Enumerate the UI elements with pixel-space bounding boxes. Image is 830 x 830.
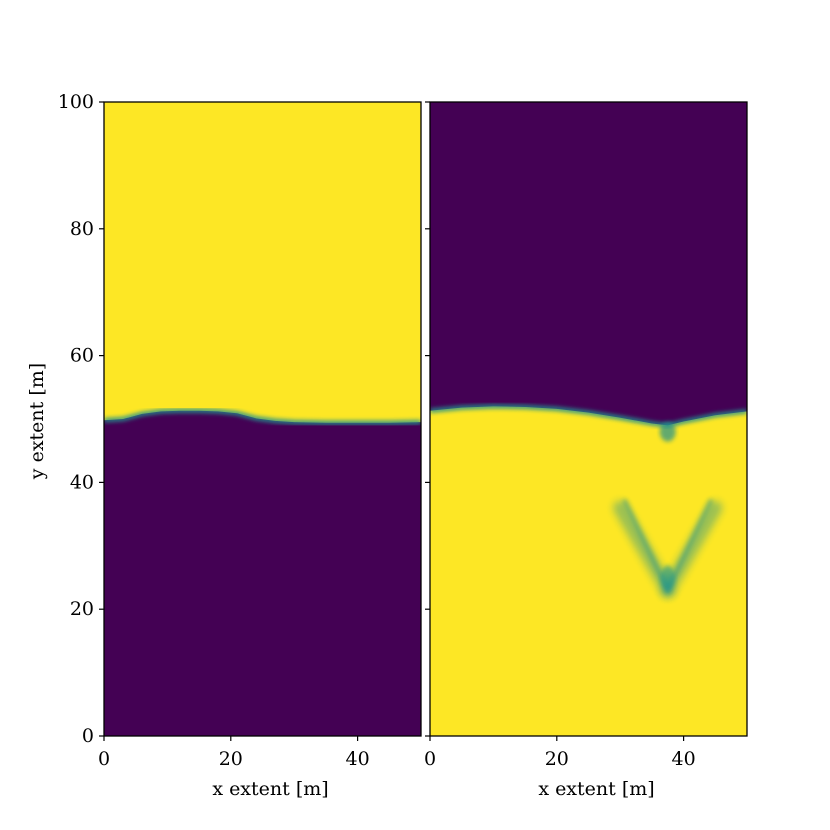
- y-tick-label: 80: [70, 218, 94, 240]
- y-tick-label: 0: [82, 725, 94, 747]
- y-tick-label: 100: [58, 91, 94, 113]
- x-tick-label: 40: [346, 748, 370, 770]
- region-above-interface: [430, 102, 747, 426]
- x-axis-label: x extent [m]: [212, 778, 328, 800]
- heatmap-panel-left: [104, 102, 421, 736]
- x-tick-label: 0: [424, 748, 436, 770]
- y-tick-label: 40: [70, 471, 94, 493]
- x-tick-label: 20: [219, 748, 243, 770]
- y-axis-label: y extent [m]: [26, 363, 48, 480]
- x-tick-label: 40: [672, 748, 696, 770]
- plume-finger: [613, 420, 723, 608]
- y-tick-label: 20: [70, 598, 94, 620]
- interface-line: [104, 408, 421, 425]
- plot-frame: [103, 101, 422, 737]
- x-tick-label: 20: [545, 748, 569, 770]
- x-tick-label: 0: [98, 748, 110, 770]
- heatmap-panel-right: [430, 102, 747, 736]
- plot-frame: [429, 101, 748, 737]
- x-axis-label: x extent [m]: [538, 778, 654, 800]
- interface-line: [430, 404, 747, 428]
- y-tick-label: 60: [70, 345, 94, 367]
- region-above-interface: [104, 102, 421, 423]
